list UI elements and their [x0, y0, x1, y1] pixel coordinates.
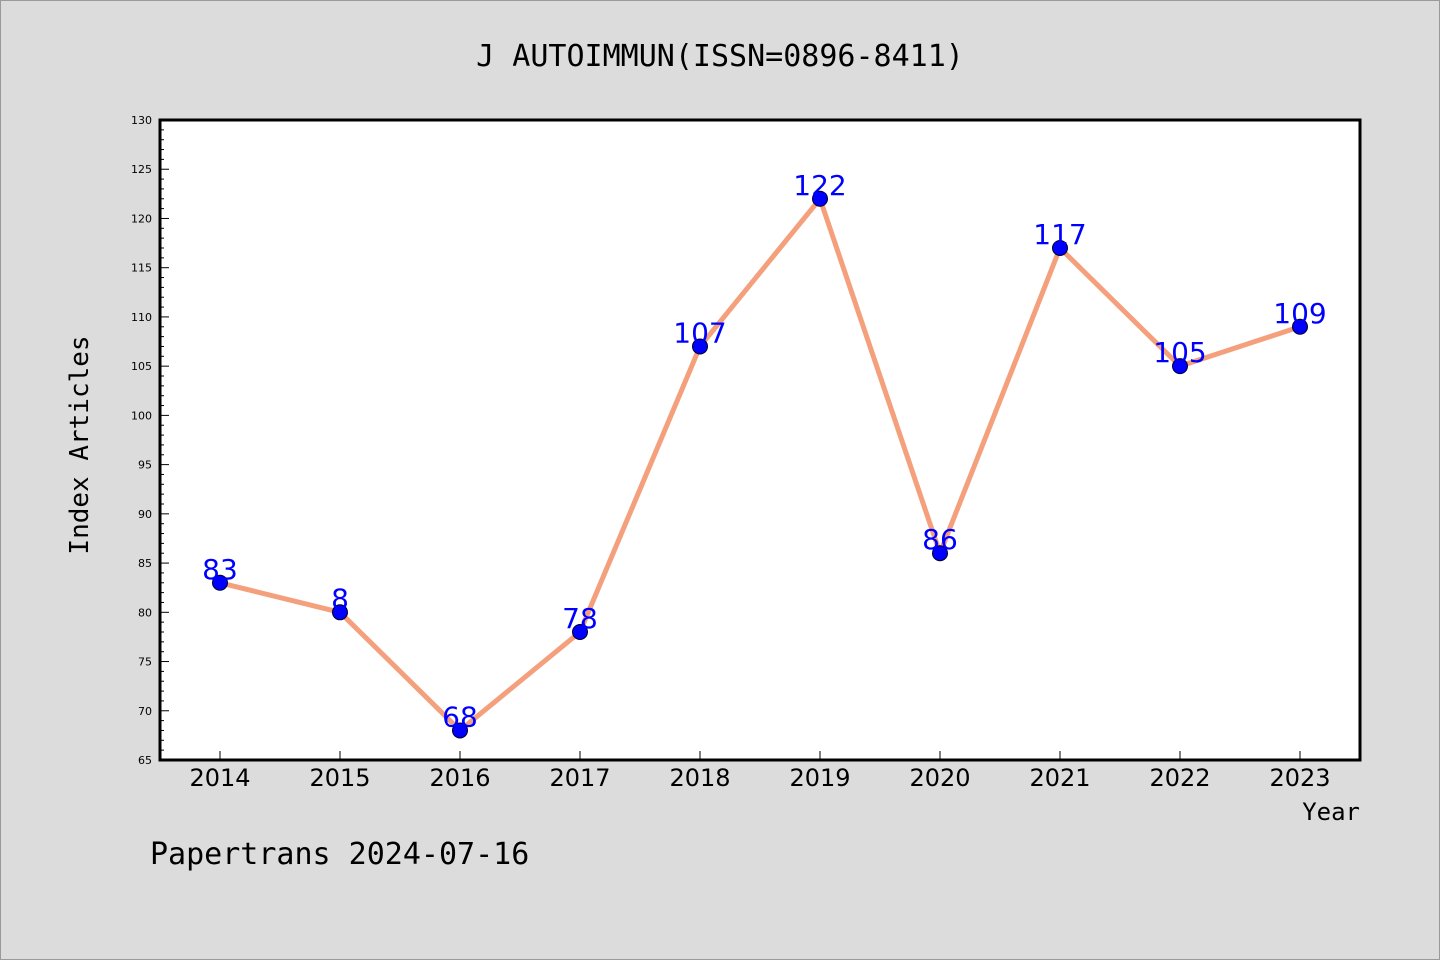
series-line	[217, 196, 1303, 733]
y-tick-label: 85	[138, 557, 152, 570]
x-tick-label: 2015	[309, 764, 370, 792]
y-tick-label: 70	[138, 705, 152, 718]
y-tick-label: 100	[131, 409, 152, 422]
axis-ticks: 65 70 75 80 85 90 95 100 105 110 115 120 125 130 2014 2…	[131, 114, 1331, 792]
data-point	[572, 624, 588, 640]
plot-frame	[158, 118, 1362, 762]
x-tick-label: 2016	[429, 764, 490, 792]
data-point	[692, 338, 708, 355]
data-label: 117	[1033, 218, 1086, 251]
chart-title: J AUTOIMMUN(ISSN=0896-8411)	[476, 39, 964, 74]
data-point	[452, 722, 468, 739]
x-axis-label: Year	[1302, 798, 1360, 826]
data-point	[1172, 358, 1188, 375]
data-point	[1052, 240, 1068, 256]
y-tick-label: 110	[131, 311, 152, 324]
data-label: 78	[562, 602, 598, 635]
x-tick-label: 2019	[789, 764, 850, 792]
x-tick-label: 2022	[1149, 764, 1210, 792]
y-tick-label: 95	[138, 459, 152, 472]
y-axis-label: Index Articles	[65, 335, 95, 554]
data-label: 105	[1153, 336, 1206, 369]
y-tick-label: 65	[138, 754, 152, 767]
data-label: 83	[202, 553, 238, 586]
data-label: 86	[922, 523, 958, 556]
y-tick-label: 120	[131, 212, 152, 225]
x-tick-label: 2023	[1269, 764, 1330, 792]
y-tick-label: 90	[138, 508, 152, 521]
x-tick-label: 2021	[1029, 764, 1090, 792]
y-tick-label: 75	[138, 656, 152, 669]
y-tick-label: 105	[131, 360, 152, 373]
y-tick-label: 125	[131, 163, 152, 176]
y-tick-label: 115	[131, 262, 152, 275]
plot-area	[160, 120, 1360, 760]
y-tick-label: 130	[131, 114, 152, 127]
x-tick-label: 2018	[669, 764, 730, 792]
x-tick-label: 2020	[909, 764, 970, 792]
data-label: 107	[673, 316, 726, 349]
data-point	[332, 604, 348, 621]
y-tick-label: 80	[138, 606, 152, 619]
data-point	[812, 190, 828, 207]
x-tick-label: 2017	[549, 764, 610, 792]
series-area: 83 8 68 78 107 122 86 117 105 109	[202, 169, 1327, 739]
x-tick-label: 2014	[189, 764, 250, 792]
data-point	[1292, 318, 1308, 335]
data-point	[932, 545, 948, 562]
data-label: 68	[442, 700, 478, 733]
footer-watermark: Papertrans 2024-07-16	[150, 837, 529, 872]
data-label: 109	[1273, 297, 1326, 330]
data-point	[212, 574, 228, 591]
data-label: 8	[331, 582, 349, 615]
data-label: 122	[793, 169, 846, 202]
